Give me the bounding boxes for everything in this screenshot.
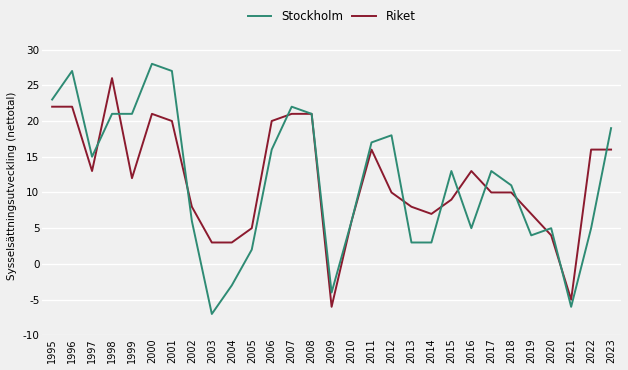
Riket <box>607 147 615 152</box>
Stockholm <box>148 61 156 66</box>
Riket <box>387 190 395 195</box>
Riket <box>128 176 136 181</box>
Stockholm <box>68 69 76 73</box>
Riket <box>348 219 355 223</box>
Riket <box>148 112 156 116</box>
Stockholm <box>89 155 96 159</box>
Riket <box>308 112 315 116</box>
Line: Stockholm: Stockholm <box>52 64 611 314</box>
Stockholm <box>348 219 355 223</box>
Stockholm <box>308 112 315 116</box>
Riket <box>408 205 415 209</box>
Riket <box>368 147 376 152</box>
Stockholm <box>228 283 236 287</box>
Stockholm <box>528 233 535 238</box>
Riket <box>448 197 455 202</box>
Riket <box>268 119 276 123</box>
Stockholm <box>507 183 515 188</box>
Stockholm <box>248 248 256 252</box>
Riket <box>548 233 555 238</box>
Riket <box>507 190 515 195</box>
Stockholm <box>208 312 215 316</box>
Stockholm <box>328 290 335 295</box>
Stockholm <box>168 69 176 73</box>
Stockholm <box>108 112 116 116</box>
Stockholm <box>188 219 196 223</box>
Stockholm <box>587 226 595 231</box>
Stockholm <box>268 147 276 152</box>
Stockholm <box>607 126 615 130</box>
Riket <box>168 119 176 123</box>
Riket <box>48 104 56 109</box>
Riket <box>68 104 76 109</box>
Riket <box>248 226 256 231</box>
Stockholm <box>48 97 56 102</box>
Stockholm <box>368 140 376 145</box>
Riket <box>328 305 335 309</box>
Stockholm <box>448 169 455 173</box>
Riket <box>487 190 495 195</box>
Riket <box>208 240 215 245</box>
Stockholm <box>387 133 395 138</box>
Riket <box>428 212 435 216</box>
Stockholm <box>408 240 415 245</box>
Riket <box>89 169 96 173</box>
Stockholm <box>128 112 136 116</box>
Line: Riket: Riket <box>52 78 611 307</box>
Riket <box>288 112 295 116</box>
Stockholm <box>288 104 295 109</box>
Riket <box>108 76 116 80</box>
Stockholm <box>468 226 475 231</box>
Stockholm <box>567 305 575 309</box>
Stockholm <box>548 226 555 231</box>
Riket <box>587 147 595 152</box>
Riket <box>228 240 236 245</box>
Legend: Stockholm, Riket: Stockholm, Riket <box>243 5 420 27</box>
Riket <box>188 205 196 209</box>
Stockholm <box>428 240 435 245</box>
Y-axis label: Sysselsättningsutveckling (nettotal): Sysselsättningsutveckling (nettotal) <box>7 91 17 279</box>
Riket <box>528 212 535 216</box>
Riket <box>468 169 475 173</box>
Riket <box>567 297 575 302</box>
Stockholm <box>487 169 495 173</box>
